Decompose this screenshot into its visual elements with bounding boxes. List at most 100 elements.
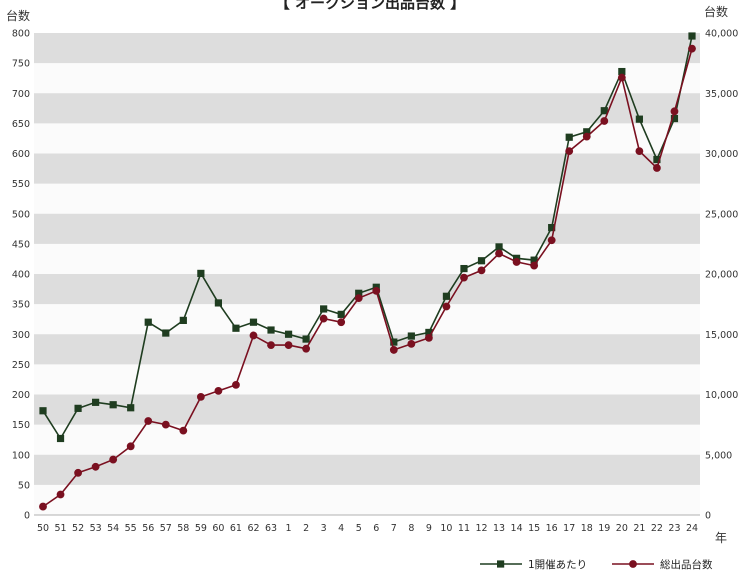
x-axis-tick-label: 52 [72,523,84,534]
data-point-square [284,330,293,338]
data-point-circle [617,73,626,82]
data-point-square [39,407,47,415]
data-point-square [109,401,117,409]
right-axis-ticks: 0 5,000 10,000 15,000 20,000 25,000 30,000 35,0… [705,29,738,522]
data-point-circle [582,132,591,141]
x-axis-tick-label: 20 [616,523,628,534]
data-point-square [442,292,451,300]
data-point-circle [161,420,170,429]
data-point-square [688,32,696,40]
x-axis-tick-label: 62 [247,523,259,534]
x-axis-tick-label: 4 [338,523,344,534]
x-axis-tick-label: 50 [37,523,49,534]
data-point-circle [512,258,521,266]
right-axis-tick-label: 35,000 [705,89,738,100]
grid-band [34,454,700,485]
x-axis-tick-label: 60 [212,523,224,534]
x-axis-tick-label: 5 [356,523,362,534]
right-axis-tick-label: 5,000 [705,450,732,461]
data-point-circle [354,294,363,302]
x-axis-tick-label: 58 [177,523,189,534]
data-point-square [197,269,205,277]
data-point-square [530,256,538,264]
left-axis-tick-label: 700 [12,89,30,100]
left-axis-tick-label: 250 [12,360,30,371]
data-point-circle [337,318,346,327]
x-axis-tick-label: 2 [303,523,309,534]
data-point-square [267,326,275,334]
legend: 1開催あたり 総出品台数 [480,558,713,571]
data-point-circle [688,44,696,53]
data-point-square [618,67,626,76]
left-axis-tick-label: 150 [12,420,30,431]
left-axis-tick-label: 100 [12,450,30,461]
data-point-square [670,114,679,123]
data-point-square [477,257,486,265]
data-point-circle [144,417,153,425]
data-point-square [407,332,415,340]
x-axis-tick-label: 24 [686,523,698,534]
right-axis-tick-label: 10,000 [705,390,738,401]
data-point-circle [600,117,609,125]
data-point-square [600,107,608,115]
left-axis-tick-label: 300 [12,330,30,341]
legend-label: 1開催あたり [528,558,587,571]
right-axis-tick-label: 40,000 [705,29,738,40]
data-point-circle [424,333,433,342]
right-axis-tick-label: 20,000 [705,270,738,281]
data-point-square [653,155,661,164]
x-axis-tick-label: 19 [598,523,610,534]
left-axis-tick-label: 600 [12,149,30,160]
left-axis-tick-label: 0 [24,511,30,522]
x-axis-tick-label: 55 [125,523,137,534]
data-point-circle [74,468,82,477]
x-axis-tick-label: 1 [286,523,292,534]
grid-band [34,334,700,365]
data-point-square [548,224,556,232]
x-axis-tick-label: 54 [107,523,119,534]
legend-marker-circle [629,560,637,568]
data-point-circle [126,442,135,451]
x-axis-tick-label: 11 [458,523,470,534]
data-point-square [144,318,152,326]
data-point-circle [39,502,47,511]
data-point-square [232,324,240,332]
data-point-circle [302,344,311,353]
data-point-square [425,328,433,337]
data-point-circle [547,236,556,245]
x-axis-tick-label: 13 [493,523,505,534]
data-point-circle [460,273,468,282]
grid-band [34,213,700,244]
right-axis-tick-label: 25,000 [705,209,738,220]
left-axis-tick-label: 350 [12,300,30,311]
right-axis-unit: 台数 [704,4,728,19]
data-point-circle [319,314,328,323]
right-axis-tick-label: 0 [705,511,711,522]
data-point-circle [267,341,275,349]
data-point-square [337,310,345,318]
x-axis-tick-label: 61 [230,523,242,534]
legend-label: 総出品台数 [660,558,713,571]
data-point-square [162,329,170,337]
grid-band [34,274,700,305]
x-axis-tick-label: 14 [511,523,523,534]
left-axis-tick-label: 50 [18,480,30,491]
data-point-square [179,316,187,324]
left-axis-tick-label: 750 [12,59,30,70]
data-point-circle [653,164,661,172]
left-axis-unit: 台数 [6,8,30,23]
x-axis-tick-label: 18 [581,523,593,534]
data-point-square [565,133,573,141]
data-point-square [92,398,100,406]
series-layer [39,32,696,511]
data-point-circle [530,261,539,270]
left-axis-tick-label: 450 [12,239,30,250]
left-axis-tick-label: 650 [12,119,30,130]
x-axis-tick-label: 9 [426,523,432,534]
data-point-square [583,128,591,136]
data-point-square [249,318,258,326]
data-point-circle [565,147,574,155]
data-point-square [320,305,328,313]
data-point-square [214,299,223,307]
data-point-square [355,289,363,297]
